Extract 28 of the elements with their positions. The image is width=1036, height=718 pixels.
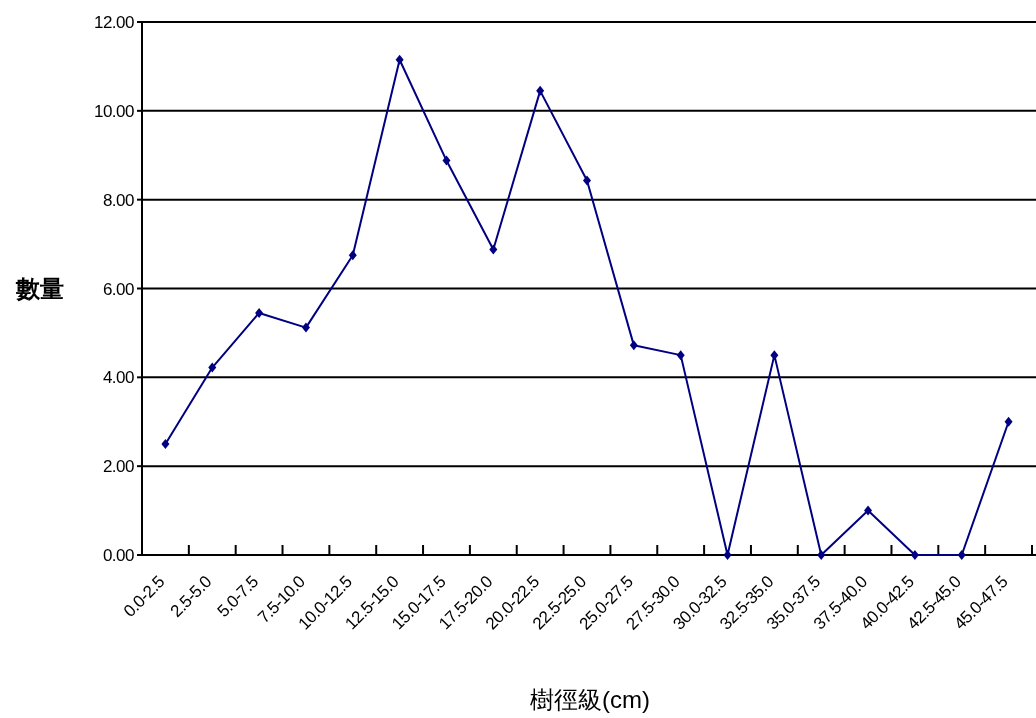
point <box>255 307 264 318</box>
point <box>301 322 310 333</box>
y-tick-label: 6.00 <box>102 279 135 299</box>
point <box>676 350 685 361</box>
y-tick-label: 12.00 <box>93 13 135 32</box>
point <box>395 54 404 65</box>
point <box>1004 416 1013 427</box>
point <box>208 362 217 373</box>
point <box>957 550 966 560</box>
point <box>583 175 591 186</box>
y-tick-label: 0.00 <box>102 546 135 565</box>
y-tick-label: 4.00 <box>102 368 135 388</box>
point <box>864 505 873 516</box>
y-axis-title: 數量 <box>15 274 64 302</box>
point <box>348 250 357 261</box>
point <box>489 244 498 255</box>
point <box>629 340 638 351</box>
y-tick-label: 2.00 <box>102 457 135 477</box>
point <box>910 550 919 560</box>
point <box>723 550 732 560</box>
y-tick-label: 10.00 <box>93 101 135 121</box>
point <box>536 85 545 96</box>
point <box>161 438 170 449</box>
point <box>442 155 451 166</box>
x-axis-title: 樹徑級(cm) <box>530 686 650 713</box>
point <box>770 350 779 361</box>
y-tick-label: 8.00 <box>102 190 135 210</box>
point <box>817 550 826 560</box>
